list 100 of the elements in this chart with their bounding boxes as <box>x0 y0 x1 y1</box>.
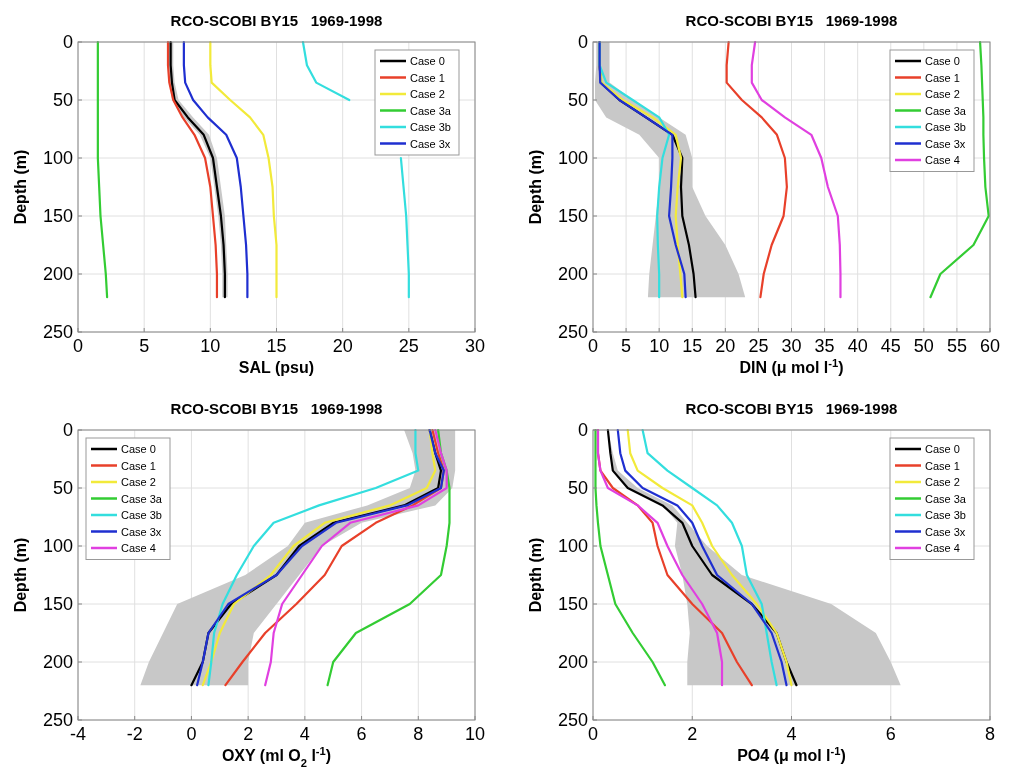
legend-label: Case 3a <box>925 104 967 117</box>
legend-label: Case 1 <box>925 71 960 84</box>
y-tick-label: 150 <box>557 206 588 226</box>
legend-label: Case 4 <box>925 154 960 166</box>
x-tick-label: 6 <box>885 724 896 744</box>
x-tick-label: 10 <box>464 724 486 744</box>
y-tick-label: 200 <box>557 652 588 672</box>
legend-label: Case 1 <box>121 459 156 472</box>
legend-label: Case 0 <box>925 55 960 67</box>
x-tick-label: 20 <box>715 336 736 356</box>
x-tick-label: 5 <box>139 336 150 356</box>
y-tick-label: 150 <box>42 206 73 226</box>
x-tick-label: 30 <box>781 336 802 356</box>
y-tick-label: 200 <box>557 264 588 284</box>
y-tick-label: 50 <box>567 90 588 110</box>
y-tick-label: 50 <box>567 478 588 498</box>
y-tick-label: 200 <box>42 264 73 284</box>
y-tick-label: 0 <box>62 32 73 52</box>
x-tick-label: 2 <box>243 724 254 744</box>
x-tick-label: 25 <box>398 336 419 356</box>
y-axis-title: Depth (m) <box>527 537 544 613</box>
y-tick-label: 0 <box>62 420 73 440</box>
x-tick-label: 35 <box>814 336 835 356</box>
line-series <box>725 40 788 299</box>
line-series <box>96 40 109 299</box>
y-tick-label: 200 <box>42 652 73 672</box>
x-tick-label: 30 <box>464 336 486 356</box>
legend-label: Case 1 <box>925 459 960 472</box>
x-tick-label: 0 <box>186 724 197 744</box>
y-tick-label: 100 <box>42 536 73 556</box>
legend-label: Case 2 <box>410 88 445 100</box>
x-tick-label: 8 <box>413 724 424 744</box>
chart-title: RCO-SCOBI BY15 1969-1998 <box>685 400 898 417</box>
x-tick-label: 20 <box>332 336 353 356</box>
line-series <box>166 40 219 299</box>
legend-label: Case 3b <box>121 509 162 521</box>
y-tick-label: 250 <box>557 322 588 342</box>
x-tick-label: 50 <box>913 336 934 356</box>
legend-label: Case 1 <box>410 71 445 84</box>
legend-label: Case 4 <box>121 542 156 554</box>
x-tick-label: 15 <box>682 336 703 356</box>
line-series <box>326 428 451 687</box>
x-tick-label: 4 <box>299 724 310 744</box>
y-axis-title: Depth (m) <box>527 149 544 225</box>
y-tick-label: 150 <box>557 594 588 614</box>
y-tick-label: 100 <box>42 148 73 168</box>
x-tick-label: 4 <box>786 724 797 744</box>
x-tick-label: 25 <box>748 336 769 356</box>
legend-label: Case 3x <box>121 525 162 538</box>
legend-label: Case 0 <box>410 55 445 67</box>
x-axis-title: PO4 (μ mol l$^{-1}$) <box>737 745 846 764</box>
line-series <box>594 428 667 687</box>
x-axis-title: SAL (psu) <box>238 359 315 376</box>
line-series <box>596 428 724 687</box>
legend-label: Case 2 <box>121 476 156 488</box>
line-series <box>641 428 778 687</box>
y-tick-label: 0 <box>577 32 588 52</box>
x-tick-label: 10 <box>649 336 670 356</box>
x-tick-label: -2 <box>126 724 143 744</box>
x-axis-title: DIN (μ mol l$^{-1}$) <box>739 357 844 376</box>
y-tick-label: 250 <box>42 322 73 342</box>
y-tick-label: 150 <box>42 594 73 614</box>
y-axis-title: Depth (m) <box>12 149 29 225</box>
chart-title: RCO-SCOBI BY15 1969-1998 <box>170 400 383 417</box>
x-tick-label: 55 <box>946 336 967 356</box>
legend-label: Case 0 <box>121 443 156 455</box>
x-tick-label: 10 <box>200 336 221 356</box>
legend-label: Case 3b <box>925 509 966 521</box>
legend-label: Case 3b <box>925 121 966 133</box>
line-series <box>264 428 448 687</box>
y-tick-label: 250 <box>42 710 73 730</box>
legend-label: Case 3x <box>925 137 966 150</box>
y-tick-label: 50 <box>52 478 73 498</box>
x-axis-title: OXY (ml O$_{2}$ l$^{-1}$) <box>221 745 332 769</box>
x-tick-label: 40 <box>847 336 868 356</box>
line-series <box>182 40 249 299</box>
legend-label: Case 3a <box>121 492 163 505</box>
legend-label: Case 2 <box>925 476 960 488</box>
x-tick-label: 8 <box>984 724 996 744</box>
x-tick-label: 60 <box>979 336 1001 356</box>
legend-label: Case 3a <box>925 492 967 505</box>
y-tick-label: 0 <box>577 420 588 440</box>
y-tick-label: 100 <box>557 536 588 556</box>
y-tick-label: 50 <box>52 90 73 110</box>
legend-label: Case 3a <box>410 104 452 117</box>
x-tick-label: 6 <box>356 724 367 744</box>
y-axis-title: Depth (m) <box>12 537 29 613</box>
x-tick-label: 15 <box>266 336 287 356</box>
legend-label: Case 3b <box>410 121 451 133</box>
x-tick-label: 45 <box>880 336 901 356</box>
chart-title: RCO-SCOBI BY15 1969-1998 <box>170 12 383 29</box>
y-tick-label: 250 <box>557 710 588 730</box>
chart-title: RCO-SCOBI BY15 1969-1998 <box>685 12 898 29</box>
x-tick-label: 5 <box>621 336 632 356</box>
legend-label: Case 4 <box>925 542 960 554</box>
y-tick-label: 100 <box>557 148 588 168</box>
legend-label: Case 2 <box>925 88 960 100</box>
legend-label: Case 3x <box>925 525 966 538</box>
legend-label: Case 0 <box>925 443 960 455</box>
x-tick-label: 2 <box>687 724 698 744</box>
